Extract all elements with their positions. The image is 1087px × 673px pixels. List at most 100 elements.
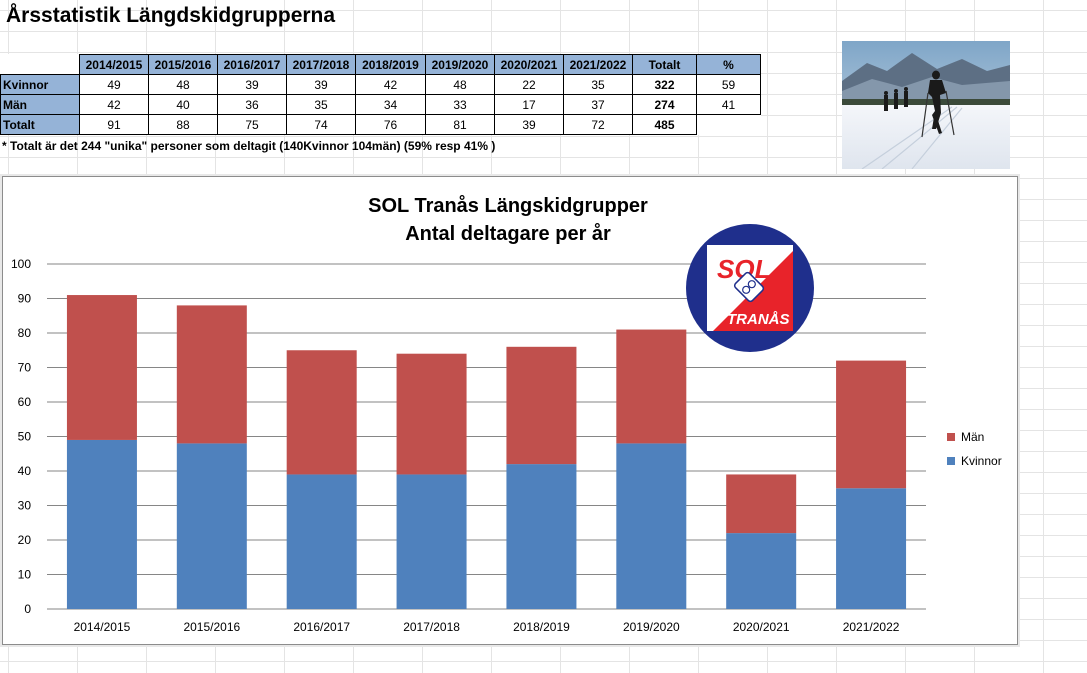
- sol-tranas-logo: SOL TRANÅS: [683, 221, 817, 355]
- total-cell[interactable]: 322: [632, 74, 697, 95]
- table-cell[interactable]: 75: [217, 114, 287, 135]
- y-tick-label: 40: [18, 464, 32, 478]
- table-cell[interactable]: 74: [286, 114, 356, 135]
- y-tick-label: 70: [18, 361, 32, 375]
- legend-item[interactable]: Män: [947, 425, 1002, 449]
- table-cell[interactable]: 48: [148, 74, 218, 95]
- percent-cell[interactable]: 59: [696, 74, 761, 95]
- row-header[interactable]: Kvinnor: [0, 74, 80, 95]
- x-tick-label: 2018/2019: [513, 620, 570, 634]
- total-cell[interactable]: 274: [632, 94, 697, 115]
- table-cell[interactable]: 48: [425, 74, 495, 95]
- column-header[interactable]: 2017/2018: [286, 54, 356, 75]
- total-cell[interactable]: 485: [632, 114, 697, 135]
- x-tick-label: 2014/2015: [74, 620, 131, 634]
- footnote: * Totalt är det 244 "unika" personer som…: [2, 139, 496, 153]
- table-cell[interactable]: 22: [494, 74, 564, 95]
- table-cell[interactable]: 33: [425, 94, 495, 115]
- bar-segment-kvinnor[interactable]: [176, 443, 247, 609]
- table-cell[interactable]: 49: [79, 74, 149, 95]
- table-cell[interactable]: 91: [79, 114, 149, 135]
- bar-segment-kvinnor[interactable]: [286, 474, 357, 609]
- bar-segment-kvinnor[interactable]: [396, 474, 467, 609]
- bar-segment-kvinnor[interactable]: [506, 464, 577, 609]
- bar-segment-män[interactable]: [726, 474, 797, 534]
- y-tick-label: 10: [18, 568, 32, 582]
- legend-item[interactable]: Kvinnor: [947, 449, 1002, 473]
- bar-segment-män[interactable]: [506, 346, 577, 465]
- y-tick-label: 80: [18, 326, 32, 340]
- table-cell[interactable]: 34: [355, 94, 426, 115]
- table-cell[interactable]: 81: [425, 114, 495, 135]
- percent-cell[interactable]: [696, 114, 761, 135]
- table-cell[interactable]: 40: [148, 94, 218, 115]
- y-tick-label: 50: [18, 430, 32, 444]
- y-tick-label: 60: [18, 395, 32, 409]
- table-cell[interactable]: 72: [563, 114, 633, 135]
- percent-cell[interactable]: 41: [696, 94, 761, 115]
- column-header[interactable]: 2016/2017: [217, 54, 287, 75]
- table-cell[interactable]: 39: [217, 74, 287, 95]
- bar-segment-kvinnor[interactable]: [726, 533, 797, 609]
- column-header[interactable]: 2015/2016: [148, 54, 218, 75]
- y-tick-label: 30: [18, 499, 32, 513]
- x-tick-label: 2021/2022: [843, 620, 900, 634]
- bar-segment-män[interactable]: [176, 305, 247, 444]
- legend-label: Kvinnor: [961, 454, 1002, 468]
- table-header-row: 2014/2015 2015/2016 2016/2017 2017/2018 2018…: [0, 54, 761, 75]
- statistics-table: 2014/2015 2015/2016 2016/2017 2017/2018 2018…: [0, 54, 761, 135]
- bar-segment-kvinnor[interactable]: [616, 443, 687, 609]
- y-tick-label: 100: [11, 257, 31, 271]
- column-header-total[interactable]: Totalt: [632, 54, 697, 75]
- bar-segment-kvinnor[interactable]: [836, 488, 907, 609]
- column-header[interactable]: 2019/2020: [425, 54, 495, 75]
- x-tick-label: 2016/2017: [293, 620, 350, 634]
- stacked-bar-chart: 0 10 20 30 40 50 60 70 80 90 100 2014/2015 2015/2016…: [11, 257, 926, 634]
- bar-segment-män[interactable]: [836, 360, 907, 489]
- column-header[interactable]: 2018/2019: [355, 54, 426, 75]
- column-header-percent[interactable]: %: [696, 54, 761, 75]
- table-cell[interactable]: 35: [286, 94, 356, 115]
- table-row: Kvinnor 49 48 39 39 42 48 22 35 322 59: [0, 74, 761, 95]
- bar-segment-män[interactable]: [66, 295, 137, 440]
- chart-title-line-1: SOL Tranås Längskidgrupper: [368, 195, 648, 217]
- y-tick-label: 90: [18, 292, 32, 306]
- bar-segment-kvinnor[interactable]: [66, 439, 137, 609]
- row-header[interactable]: Totalt: [0, 114, 80, 135]
- logo-bottom-text: TRANÅS: [727, 311, 790, 328]
- legend-swatch: [947, 433, 955, 441]
- bar-segment-män[interactable]: [396, 353, 467, 475]
- table-cell[interactable]: 35: [563, 74, 633, 95]
- chart-title-line-2: Antal deltagare per år: [405, 223, 611, 245]
- table-cell[interactable]: 76: [355, 114, 426, 135]
- table-cell[interactable]: 42: [79, 94, 149, 115]
- bar-segment-män[interactable]: [616, 329, 687, 444]
- x-tick-label: 2015/2016: [183, 620, 240, 634]
- table-row: Män 42 40 36 35 34 33 17 37 274 41: [0, 94, 761, 115]
- table-cell[interactable]: 42: [355, 74, 426, 95]
- y-tick-label: 20: [18, 533, 32, 547]
- chart-area[interactable]: 0 10 20 30 40 50 60 70 80 90 100 2014/2015 2015/2016…: [2, 176, 1018, 645]
- table-cell[interactable]: 37: [563, 94, 633, 115]
- x-tick-label: 2017/2018: [403, 620, 460, 634]
- table-cell[interactable]: 88: [148, 114, 218, 135]
- table-cell[interactable]: 39: [286, 74, 356, 95]
- x-tick-label: 2019/2020: [623, 620, 680, 634]
- table-cell[interactable]: 36: [217, 94, 287, 115]
- column-header[interactable]: 2014/2015: [79, 54, 149, 75]
- page-title: Årsstatistik Längdskidgrupperna: [6, 4, 336, 27]
- legend-swatch: [947, 457, 955, 465]
- corner-cell[interactable]: [0, 54, 80, 75]
- chart-title: SOL Tranås Längskidgrupper Antal deltaga…: [303, 192, 713, 248]
- bar-segment-män[interactable]: [286, 350, 357, 475]
- chart-legend: Män Kvinnor: [947, 425, 1002, 473]
- table-cell[interactable]: 17: [494, 94, 564, 115]
- x-tick-label: 2020/2021: [733, 620, 790, 634]
- table-cell[interactable]: 39: [494, 114, 564, 135]
- row-header[interactable]: Män: [0, 94, 80, 115]
- column-header[interactable]: 2021/2022: [563, 54, 633, 75]
- legend-label: Män: [961, 430, 985, 444]
- cross-country-skiers-photo: [842, 41, 1010, 169]
- column-header[interactable]: 2020/2021: [494, 54, 564, 75]
- table-row: Totalt 91 88 75 74 76 81 39 72 485: [0, 114, 761, 135]
